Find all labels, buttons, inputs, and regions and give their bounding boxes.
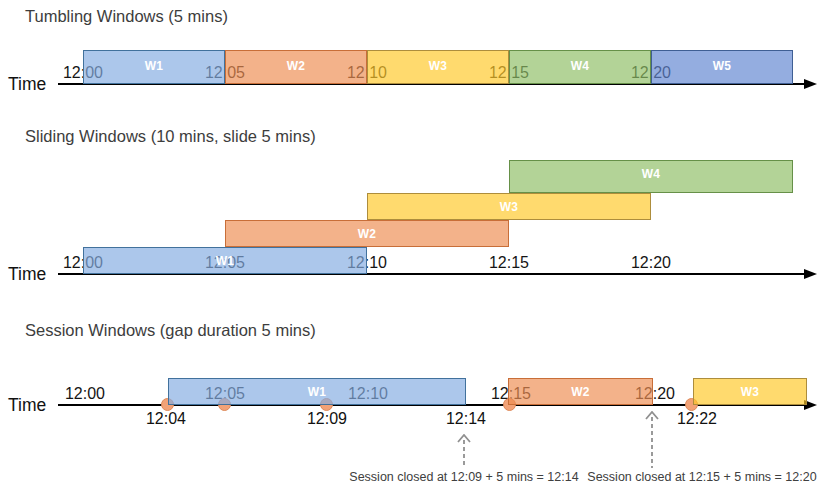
section-title-session: Session Windows (gap duration 5 mins) xyxy=(25,321,316,340)
stream-windowing-diagram: Tumbling Windows (5 mins) Time 12:00 12:… xyxy=(0,0,829,498)
window-label: W1 xyxy=(169,385,465,399)
window-label: W3 xyxy=(368,59,508,73)
time-axis-label: Time xyxy=(8,74,46,94)
window-label: W1 xyxy=(84,254,366,268)
session-close-note: Session closed at 12:15 + 5 mins = 12:20 xyxy=(584,470,820,484)
time-axis-label: Time xyxy=(8,395,46,415)
section-title-sliding: Sliding Windows (10 mins, slide 5 mins) xyxy=(25,127,316,146)
tick-label: 12:15 xyxy=(486,254,532,271)
dashed-up-arrow-icon xyxy=(644,411,660,468)
event-time-label: 12:14 xyxy=(440,410,492,427)
tumbling-window-w3: W3 xyxy=(367,50,509,84)
sliding-window-w4: W4 xyxy=(509,160,793,193)
window-label: W5 xyxy=(652,59,792,73)
event-time-label: 12:04 xyxy=(140,410,192,427)
session-window-w3: W3 xyxy=(693,378,807,405)
sliding-window-w1: W1 xyxy=(83,247,367,274)
dashed-up-arrow-icon xyxy=(456,434,472,468)
event-time-label: 12:09 xyxy=(301,410,353,427)
tick-label: 12:20 xyxy=(628,254,674,271)
tumbling-window-w1: W1 xyxy=(83,50,225,84)
sliding-window-w2: W2 xyxy=(225,220,509,247)
session-window-w1: W1 xyxy=(168,378,466,405)
window-label: W3 xyxy=(694,385,806,399)
tumbling-window-w4: W4 xyxy=(509,50,651,84)
window-label: W4 xyxy=(510,167,792,181)
timeline-arrowhead-icon xyxy=(804,269,817,279)
window-label: W2 xyxy=(226,227,508,241)
window-label: W4 xyxy=(510,59,650,73)
window-label: W3 xyxy=(368,200,650,214)
tumbling-window-w2: W2 xyxy=(225,50,367,84)
window-label: W2 xyxy=(509,385,652,399)
window-label: W2 xyxy=(226,59,366,73)
tick-label: 12:00 xyxy=(62,385,108,402)
tumbling-window-w5: W5 xyxy=(651,50,793,84)
sliding-window-w3: W3 xyxy=(367,193,651,220)
event-time-label: 12:22 xyxy=(671,410,723,427)
window-label: W1 xyxy=(84,59,224,73)
time-axis-label: Time xyxy=(8,264,46,284)
session-window-w2: W2 xyxy=(508,378,653,405)
timeline-arrowhead-icon xyxy=(804,79,817,89)
section-title-tumbling: Tumbling Windows (5 mins) xyxy=(25,7,228,26)
session-close-note: Session closed at 12:09 + 5 mins = 12:14 xyxy=(346,470,582,484)
